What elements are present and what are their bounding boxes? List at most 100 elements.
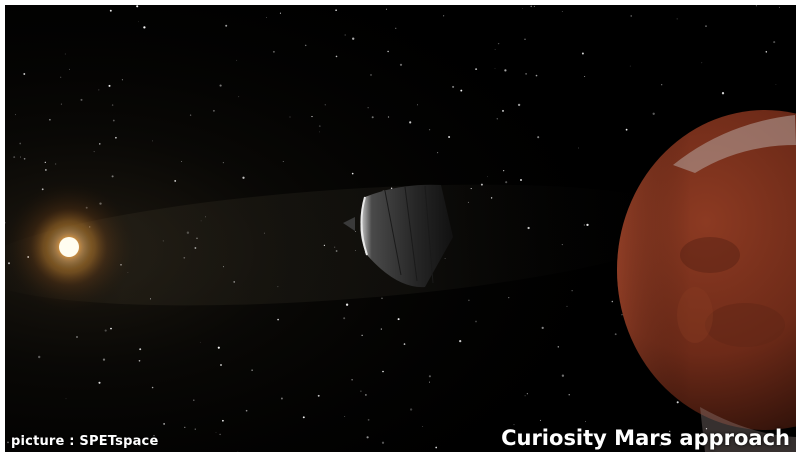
- star: [45, 169, 47, 171]
- star: [705, 25, 707, 27]
- star: [279, 12, 281, 14]
- star: [23, 73, 26, 75]
- star: [13, 156, 16, 159]
- star: [138, 21, 139, 23]
- star: [381, 297, 383, 300]
- star: [64, 53, 66, 55]
- star: [352, 37, 355, 40]
- star: [219, 84, 222, 87]
- star: [403, 343, 406, 345]
- star: [7, 441, 9, 444]
- star: [189, 114, 192, 116]
- star: [721, 92, 725, 95]
- image-credit: picture : SPETspace: [11, 434, 159, 449]
- star: [676, 401, 679, 404]
- star: [475, 68, 478, 71]
- star: [371, 116, 374, 119]
- spacecraft: [343, 184, 453, 288]
- star: [452, 85, 455, 88]
- star: [777, 444, 779, 446]
- star: [136, 5, 139, 8]
- star: [470, 188, 472, 190]
- star: [44, 161, 46, 163]
- star: [280, 397, 283, 400]
- star: [508, 297, 510, 299]
- star: [222, 419, 224, 422]
- star: [584, 76, 586, 78]
- star: [448, 135, 451, 139]
- star: [428, 375, 431, 378]
- star: [539, 419, 541, 421]
- star: [775, 83, 777, 85]
- star: [311, 116, 313, 118]
- star: [102, 358, 106, 361]
- star: [524, 38, 526, 40]
- star: [765, 51, 768, 53]
- star: [111, 175, 114, 178]
- star: [387, 50, 389, 53]
- star: [468, 299, 470, 302]
- star: [80, 98, 83, 101]
- image-caption: Curiosity Mars approach: [501, 426, 790, 450]
- star: [568, 394, 570, 396]
- star: [319, 131, 320, 133]
- star: [20, 156, 21, 158]
- star: [527, 226, 530, 230]
- star: [60, 103, 62, 105]
- star: [110, 327, 112, 330]
- star: [524, 395, 526, 397]
- star: [121, 79, 123, 81]
- star: [152, 140, 153, 142]
- star: [513, 424, 515, 426]
- star: [335, 55, 338, 58]
- star: [537, 136, 540, 139]
- star: [578, 147, 579, 149]
- star: [184, 426, 186, 429]
- star: [497, 42, 500, 45]
- star: [522, 8, 523, 9]
- star: [505, 181, 508, 184]
- star: [480, 183, 483, 186]
- star: [115, 136, 117, 139]
- star: [215, 432, 217, 433]
- star: [324, 104, 326, 106]
- star: [586, 223, 589, 227]
- star: [242, 176, 245, 179]
- star: [517, 103, 521, 107]
- star: [93, 151, 95, 153]
- star: [409, 121, 412, 124]
- star: [65, 398, 67, 400]
- star: [571, 290, 573, 292]
- star: [701, 62, 703, 64]
- star: [19, 142, 22, 145]
- star: [277, 318, 279, 321]
- star: [217, 346, 220, 349]
- star: [496, 118, 498, 120]
- star: [503, 170, 505, 172]
- star: [535, 74, 538, 77]
- star: [334, 246, 336, 248]
- star: [196, 237, 198, 240]
- star: [475, 320, 477, 323]
- star: [69, 68, 71, 70]
- star: [494, 49, 496, 50]
- star: [382, 190, 384, 191]
- star: [779, 6, 780, 8]
- star: [566, 305, 568, 307]
- star: [139, 348, 142, 351]
- star: [437, 152, 439, 154]
- star: [399, 63, 403, 66]
- star: [382, 370, 384, 373]
- star: [109, 9, 112, 12]
- star: [444, 258, 446, 259]
- star: [111, 104, 114, 106]
- star: [397, 318, 400, 321]
- star: [422, 426, 424, 427]
- star: [435, 446, 438, 449]
- star: [38, 355, 41, 359]
- star: [561, 11, 563, 12]
- star: [526, 393, 528, 395]
- star: [289, 116, 291, 118]
- star: [583, 224, 585, 226]
- star: [365, 394, 367, 396]
